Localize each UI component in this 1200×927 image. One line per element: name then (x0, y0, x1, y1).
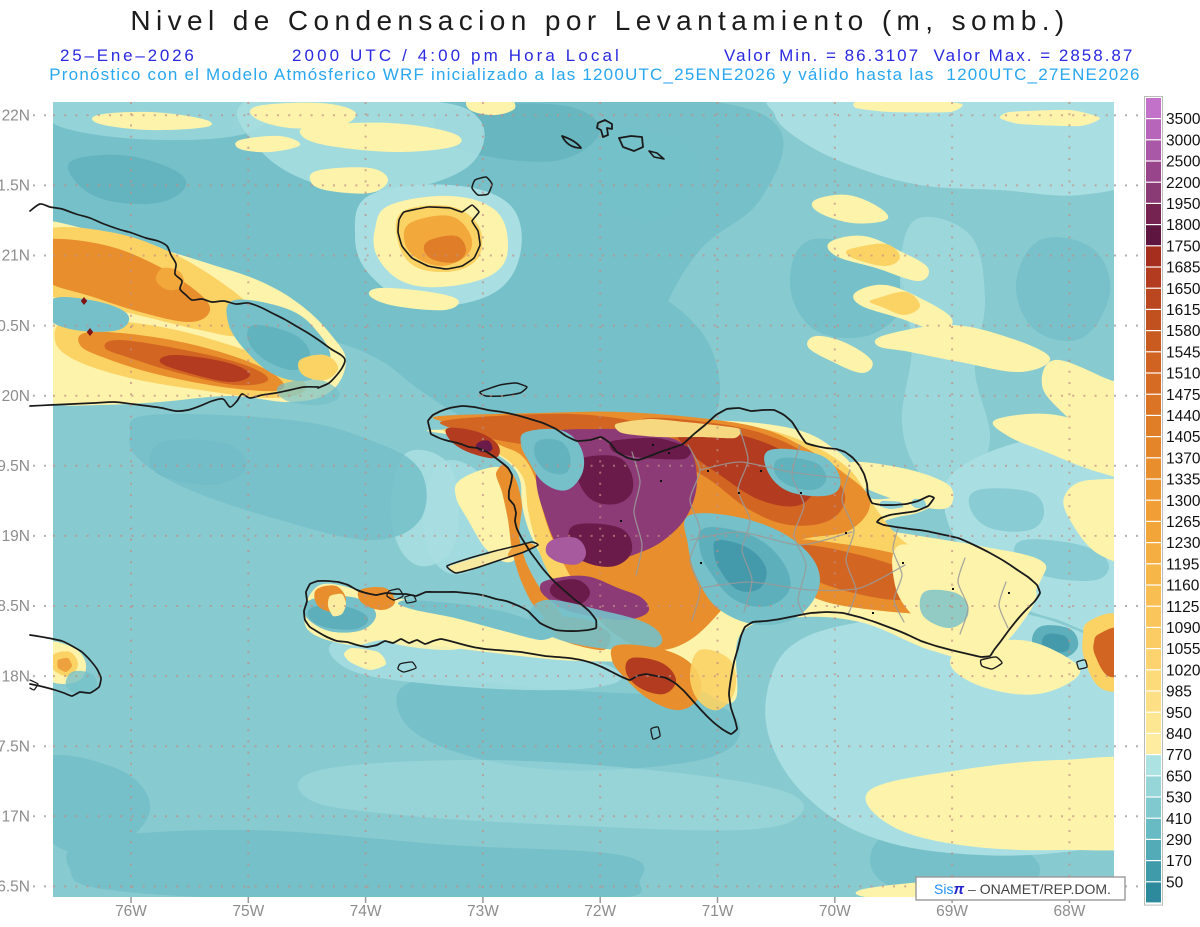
svg-text:1230: 1230 (1166, 535, 1200, 552)
svg-text:770: 770 (1166, 747, 1192, 764)
svg-text:1750: 1750 (1166, 238, 1200, 255)
svg-text:170: 170 (1166, 853, 1192, 870)
svg-text:985: 985 (1166, 684, 1192, 701)
svg-text:650: 650 (1166, 768, 1192, 785)
svg-text:410: 410 (1166, 811, 1192, 828)
svg-text:3500: 3500 (1166, 111, 1200, 128)
svg-text:22N: 22N (2, 108, 30, 125)
svg-text:1370: 1370 (1166, 450, 1200, 467)
svg-text:73W: 73W (467, 903, 499, 920)
svg-text:70W: 70W (819, 903, 851, 920)
svg-text:2500: 2500 (1166, 154, 1200, 171)
svg-text:0.5N: 0.5N (0, 318, 30, 335)
svg-text:18N: 18N (2, 668, 30, 685)
svg-text:Sisπ – ONAMET/REP.DOM.: Sisπ – ONAMET/REP.DOM. (934, 881, 1111, 898)
svg-text:3000: 3000 (1166, 132, 1200, 149)
svg-text:1950: 1950 (1166, 196, 1200, 213)
svg-text:1800: 1800 (1166, 217, 1200, 234)
svg-text:72W: 72W (584, 903, 616, 920)
svg-text:69W: 69W (936, 903, 968, 920)
svg-text:74W: 74W (350, 903, 382, 920)
svg-text:50: 50 (1166, 874, 1184, 891)
svg-text:19N: 19N (2, 528, 30, 545)
svg-text:75W: 75W (232, 903, 264, 920)
svg-text:1.5N: 1.5N (0, 178, 30, 195)
svg-text:1090: 1090 (1166, 620, 1200, 637)
svg-text:1475: 1475 (1166, 387, 1200, 404)
svg-text:68W: 68W (1053, 903, 1085, 920)
svg-text:1545: 1545 (1166, 344, 1200, 361)
svg-text:290: 290 (1166, 832, 1192, 849)
svg-text:2200: 2200 (1166, 175, 1200, 192)
svg-text:7.5N: 7.5N (0, 738, 30, 755)
svg-text:950: 950 (1166, 705, 1192, 722)
svg-text:1195: 1195 (1166, 556, 1199, 573)
svg-text:17N: 17N (2, 809, 30, 826)
svg-text:1580: 1580 (1166, 323, 1200, 340)
svg-text:1685: 1685 (1166, 260, 1200, 277)
svg-text:8.5N: 8.5N (0, 598, 30, 615)
svg-text:1020: 1020 (1166, 662, 1200, 679)
svg-text:71W: 71W (702, 903, 734, 920)
svg-text:21N: 21N (2, 248, 30, 265)
svg-text:1510: 1510 (1166, 366, 1200, 383)
svg-text:76W: 76W (115, 903, 147, 920)
svg-text:1055: 1055 (1166, 641, 1200, 658)
svg-text:6.5N: 6.5N (0, 879, 30, 896)
svg-text:1160: 1160 (1166, 578, 1200, 595)
svg-text:840: 840 (1166, 726, 1192, 743)
svg-text:20N: 20N (2, 388, 30, 405)
svg-text:1125: 1125 (1166, 599, 1199, 616)
svg-text:1650: 1650 (1166, 281, 1200, 298)
svg-text:1405: 1405 (1166, 429, 1200, 446)
svg-text:1300: 1300 (1166, 493, 1200, 510)
svg-text:530: 530 (1166, 790, 1192, 807)
svg-text:1615: 1615 (1166, 302, 1200, 319)
svg-text:1440: 1440 (1166, 408, 1200, 425)
svg-text:9.5N: 9.5N (0, 458, 30, 475)
svg-text:1265: 1265 (1166, 514, 1200, 531)
svg-text:1335: 1335 (1166, 472, 1200, 489)
